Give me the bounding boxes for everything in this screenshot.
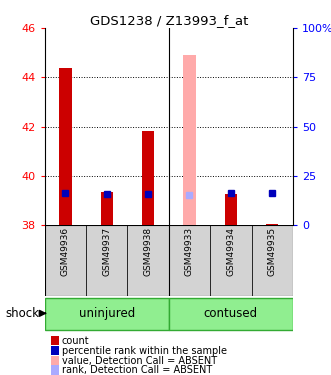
Bar <box>266 224 278 225</box>
Text: shock: shock <box>6 307 40 320</box>
Bar <box>45 298 169 330</box>
Text: GSM49933: GSM49933 <box>185 227 194 276</box>
Bar <box>86 225 127 296</box>
Text: GSM49935: GSM49935 <box>268 227 277 276</box>
Bar <box>183 55 196 225</box>
Text: percentile rank within the sample: percentile rank within the sample <box>62 346 227 356</box>
Bar <box>142 132 154 225</box>
Text: GSM49936: GSM49936 <box>61 227 70 276</box>
Bar <box>225 194 237 225</box>
Text: GSM49938: GSM49938 <box>144 227 153 276</box>
Text: value, Detection Call = ABSENT: value, Detection Call = ABSENT <box>62 356 217 366</box>
Text: GSM49934: GSM49934 <box>226 227 235 276</box>
Bar <box>169 225 210 296</box>
Bar <box>210 225 252 296</box>
Bar <box>101 192 113 225</box>
Text: contused: contused <box>204 307 258 320</box>
Title: GDS1238 / Z13993_f_at: GDS1238 / Z13993_f_at <box>90 14 248 27</box>
Bar <box>59 68 71 225</box>
Bar <box>127 225 169 296</box>
Text: count: count <box>62 336 89 346</box>
Bar <box>45 225 86 296</box>
Text: uninjured: uninjured <box>79 307 135 320</box>
Text: rank, Detection Call = ABSENT: rank, Detection Call = ABSENT <box>62 366 212 375</box>
Bar <box>252 225 293 296</box>
Text: GSM49937: GSM49937 <box>102 227 111 276</box>
Bar <box>169 298 293 330</box>
